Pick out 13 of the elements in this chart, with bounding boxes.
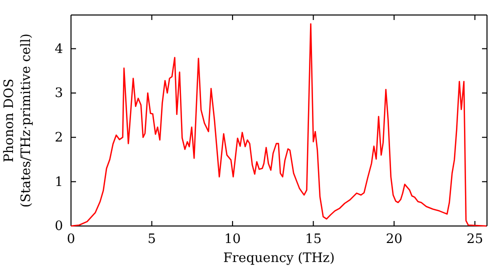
x-axis-title: Frequency (THz) — [223, 251, 335, 266]
y-tick-label: 1 — [54, 174, 63, 190]
y-tick-label: 2 — [54, 130, 63, 146]
x-tick-label: 20 — [386, 232, 402, 248]
y-tick-label: 4 — [54, 42, 63, 57]
x-tick-label: 10 — [224, 232, 241, 248]
x-tick-label: 15 — [305, 232, 322, 248]
y-tick-label: 3 — [54, 86, 63, 102]
x-tick-label: 0 — [66, 232, 76, 248]
y-axis-title: Phonon DOS (States/THz·primitive cell) — [2, 33, 34, 208]
x-tick-label: 25 — [466, 232, 484, 248]
x-tick-label: 5 — [148, 232, 156, 248]
y-tick-label: 0 — [54, 219, 63, 234]
